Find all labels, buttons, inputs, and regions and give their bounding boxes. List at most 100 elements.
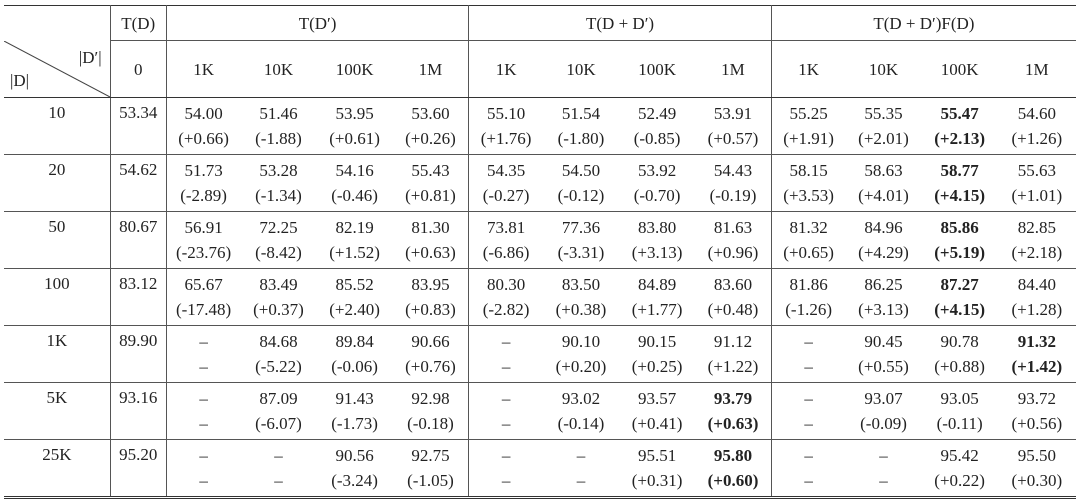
base-value: 93.16 (110, 382, 167, 440)
value: 90.78 (940, 332, 979, 351)
value: – (274, 446, 283, 465)
size-header: 1K (468, 40, 543, 98)
value: 55.63 (1017, 161, 1056, 180)
delta: (-3.31) (557, 243, 605, 262)
result-cell: 82.19 (+1.52) (316, 211, 393, 269)
value: 51.46 (259, 104, 298, 123)
value: – (199, 389, 208, 408)
delta: (+0.63) (405, 243, 456, 262)
delta: (+2.40) (329, 300, 380, 319)
delta: (-1.05) (407, 471, 454, 490)
result-cell: 80.30 (-2.82) (468, 268, 543, 326)
delta: (-1.26) (785, 300, 832, 319)
delta: (-2.82) (482, 300, 530, 319)
value: 83.49 (259, 275, 298, 294)
result-cell: 83.60 (+0.48) (695, 268, 772, 326)
row-label: 20 (4, 154, 111, 212)
delta: (-0.12) (557, 186, 605, 205)
result-cell: 85.86 (+5.19) (921, 211, 998, 269)
row-label: 25K (4, 439, 111, 498)
delta: (-6.86) (482, 243, 530, 262)
result-cell: 92.98 (-0.18) (392, 382, 470, 440)
value: 93.72 (1017, 389, 1056, 408)
delta: (-6.07) (255, 414, 302, 433)
group-header: T(D′) (166, 5, 470, 41)
value: 53.60 (411, 104, 450, 123)
delta: (+0.81) (405, 186, 456, 205)
value: – (804, 389, 813, 408)
delta: (+0.56) (1011, 414, 1063, 433)
size-header: 1M (695, 40, 772, 98)
value: 91.32 (1017, 332, 1056, 351)
delta: (+2.01) (858, 129, 909, 148)
value: 82.85 (1017, 218, 1056, 237)
result-cell: 52.49 (-0.85) (619, 97, 696, 155)
result-cell: 81.32 (+0.65) (771, 211, 846, 269)
size-header: 0 (110, 40, 167, 98)
row-label: 10 (4, 97, 111, 155)
result-cell: 90.78 (+0.88) (921, 325, 998, 383)
value: 54.60 (1017, 104, 1056, 123)
result-cell: 91.32 (+1.42) (997, 325, 1076, 383)
delta: – (501, 414, 511, 433)
value: 54.16 (335, 161, 374, 180)
result-cell: 85.52 (+2.40) (316, 268, 393, 326)
value: 52.49 (637, 104, 677, 123)
value: – (501, 446, 511, 465)
delta: – (199, 357, 208, 376)
delta: (-1.34) (255, 186, 302, 205)
delta: (-1.80) (557, 129, 605, 148)
delta: (-0.46) (331, 186, 378, 205)
delta: (-0.18) (407, 414, 454, 433)
result-cell: 93.57 (+0.41) (619, 382, 696, 440)
value: 93.07 (864, 389, 903, 408)
result-cell: 72.25 (-8.42) (240, 211, 317, 269)
value: 87.09 (259, 389, 298, 408)
result-cell: 56.91 (-23.76) (166, 211, 241, 269)
value: 51.73 (184, 161, 223, 180)
size-header: 100K (316, 40, 393, 98)
value: 83.80 (637, 218, 677, 237)
group-header: T(D) (110, 5, 167, 41)
delta: (+0.55) (858, 357, 909, 376)
value: 84.96 (864, 218, 903, 237)
value: 73.81 (486, 218, 526, 237)
value: 55.35 (864, 104, 903, 123)
value: 91.12 (713, 332, 753, 351)
result-cell: 54.43 (-0.19) (695, 154, 772, 212)
delta: (+1.76) (480, 129, 532, 148)
value: 81.30 (411, 218, 450, 237)
delta: (+2.18) (1011, 243, 1063, 262)
value: 87.27 (940, 275, 979, 294)
result-cell: 53.95 (+0.61) (316, 97, 393, 155)
value: 95.51 (637, 446, 677, 465)
data-row: 50 80.67 56.91 (-23.76) 72.25 (-8.42) 82.19 (+1… (4, 211, 1076, 269)
data-row: 1K 89.90– –84.68 (-5.22) 89.84 (-0.06) 90.66 (+… (4, 325, 1076, 383)
delta: (+0.88) (934, 357, 985, 376)
result-cell: – – (771, 325, 846, 383)
result-cell: 87.27 (+4.15) (921, 268, 998, 326)
value: 86.25 (864, 275, 903, 294)
delta: (+0.61) (329, 129, 380, 148)
data-row: 10 53.34 54.00 (+0.66) 51.46 (-1.88) 53.95 (+0.… (4, 97, 1076, 155)
header-row: |D′| |D| 0 1K 10K 100K 1M 1K 10K 100K 1M 1K 10K 100K 1… (4, 40, 1076, 98)
value: 54.00 (184, 104, 223, 123)
delta: – (576, 471, 586, 490)
value: 90.10 (561, 332, 601, 351)
delta: (+0.25) (631, 357, 683, 376)
result-cell: 90.56 (-3.24) (317, 440, 393, 498)
value: – (501, 389, 511, 408)
diagonal (4, 40, 110, 97)
result-cell: 77.36 (-3.31) (542, 211, 620, 269)
value: 83.95 (411, 275, 450, 294)
delta: (-8.42) (255, 243, 302, 262)
result-cell: 53.91 (+0.57) (695, 97, 772, 155)
result-cell: 92.75 (-1.05) (392, 439, 470, 498)
result-cell: – – (166, 325, 241, 383)
value: – (501, 332, 511, 351)
result-cell: 81.30 (+0.63) (392, 211, 470, 269)
value: 95.80 (713, 446, 753, 465)
result-cell: 54.00 (+0.66) (166, 97, 241, 155)
delta: – (804, 471, 813, 490)
